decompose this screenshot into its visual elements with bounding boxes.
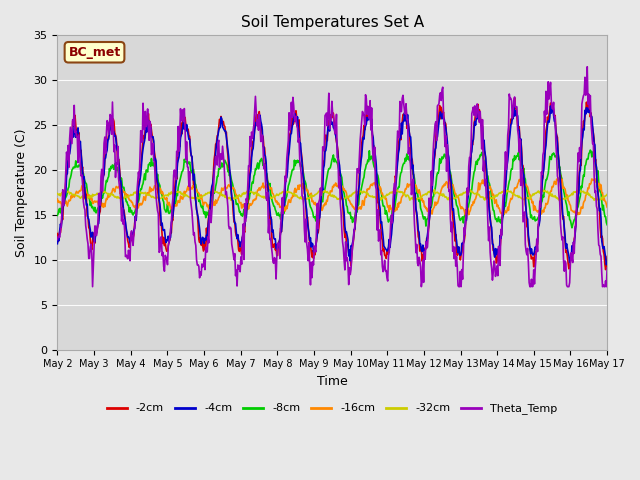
Line: -4cm: -4cm: [58, 106, 607, 265]
Text: BC_met: BC_met: [68, 46, 121, 59]
Theta_Temp: [400, 101, 408, 107]
-16cm: [555, 175, 563, 180]
-16cm: [604, 204, 611, 210]
-2cm: [54, 231, 61, 237]
Line: Theta_Temp: Theta_Temp: [58, 67, 607, 287]
Legend: -2cm, -4cm, -8cm, -16cm, -32cm, Theta_Temp: -2cm, -4cm, -8cm, -16cm, -32cm, Theta_Te…: [102, 399, 562, 419]
Theta_Temp: [205, 207, 213, 213]
-32cm: [604, 192, 611, 197]
-4cm: [415, 229, 423, 235]
-4cm: [602, 262, 610, 268]
-2cm: [399, 112, 407, 118]
Y-axis label: Soil Temperature (C): Soil Temperature (C): [15, 128, 28, 257]
-16cm: [205, 206, 212, 212]
-8cm: [604, 222, 611, 228]
-16cm: [120, 189, 128, 194]
-8cm: [120, 184, 128, 190]
-16cm: [415, 187, 423, 192]
-8cm: [176, 179, 184, 184]
-32cm: [63, 189, 71, 195]
-8cm: [586, 147, 594, 153]
-2cm: [120, 207, 128, 213]
-8cm: [568, 225, 576, 231]
-4cm: [54, 241, 61, 247]
-2cm: [511, 95, 518, 101]
-4cm: [176, 147, 184, 153]
Theta_Temp: [89, 284, 97, 289]
-16cm: [462, 213, 470, 218]
Title: Soil Temperatures Set A: Soil Temperatures Set A: [241, 15, 424, 30]
-4cm: [205, 216, 212, 222]
-32cm: [431, 187, 438, 192]
-16cm: [176, 199, 184, 205]
-4cm: [604, 260, 611, 265]
Theta_Temp: [121, 228, 129, 234]
-32cm: [54, 191, 61, 196]
-2cm: [176, 144, 184, 150]
-4cm: [547, 103, 554, 109]
-8cm: [63, 190, 71, 195]
-2cm: [602, 267, 609, 273]
-32cm: [415, 195, 423, 201]
Line: -32cm: -32cm: [58, 190, 607, 200]
-8cm: [205, 207, 212, 213]
-16cm: [63, 203, 71, 209]
-2cm: [63, 165, 71, 171]
Theta_Temp: [54, 237, 61, 242]
-2cm: [604, 254, 611, 260]
Theta_Temp: [604, 265, 611, 271]
-32cm: [120, 196, 128, 202]
-4cm: [120, 211, 128, 217]
-4cm: [399, 119, 407, 124]
-4cm: [63, 171, 71, 177]
Theta_Temp: [177, 106, 184, 111]
-2cm: [415, 237, 423, 242]
Theta_Temp: [584, 64, 591, 70]
-8cm: [54, 213, 61, 218]
-2cm: [205, 213, 212, 218]
-8cm: [399, 162, 407, 168]
Line: -16cm: -16cm: [58, 178, 607, 216]
-32cm: [205, 190, 212, 196]
Line: -2cm: -2cm: [58, 98, 607, 270]
-16cm: [54, 196, 61, 202]
-32cm: [399, 190, 407, 196]
Theta_Temp: [416, 258, 424, 264]
X-axis label: Time: Time: [317, 375, 348, 388]
-32cm: [448, 197, 456, 203]
-8cm: [415, 199, 423, 204]
-16cm: [399, 192, 407, 198]
Line: -8cm: -8cm: [58, 150, 607, 228]
-32cm: [176, 189, 184, 195]
Theta_Temp: [63, 156, 71, 162]
